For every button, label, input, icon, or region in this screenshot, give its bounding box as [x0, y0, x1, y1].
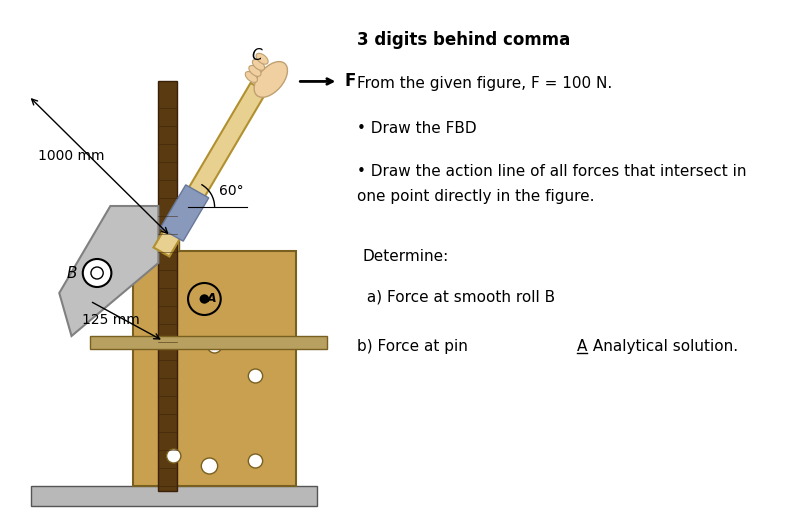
Text: 3 digits behind comma: 3 digits behind comma [357, 31, 570, 49]
Text: F: F [344, 72, 356, 91]
Circle shape [200, 295, 208, 303]
Ellipse shape [246, 71, 258, 82]
Circle shape [166, 449, 181, 463]
Circle shape [208, 339, 221, 353]
Ellipse shape [252, 59, 264, 70]
Polygon shape [158, 81, 177, 491]
Polygon shape [133, 251, 297, 486]
Text: • Draw the FBD: • Draw the FBD [357, 121, 477, 136]
Text: 60°: 60° [219, 184, 243, 198]
Circle shape [248, 454, 263, 468]
Text: A: A [206, 292, 216, 305]
Text: Analytical solution.: Analytical solution. [587, 339, 738, 354]
Text: • Draw the action line of all forces that intersect in: • Draw the action line of all forces tha… [357, 164, 747, 179]
Polygon shape [90, 336, 327, 349]
Circle shape [201, 458, 217, 474]
Text: a) Force at smooth roll B: a) Force at smooth roll B [363, 289, 556, 304]
Polygon shape [31, 486, 317, 506]
Text: C: C [251, 48, 262, 64]
Polygon shape [133, 206, 179, 251]
Polygon shape [154, 83, 267, 256]
Circle shape [82, 259, 112, 287]
Text: B: B [66, 266, 77, 280]
Text: one point directly in the figure.: one point directly in the figure. [357, 189, 595, 204]
Ellipse shape [254, 61, 288, 97]
Text: 1000 mm: 1000 mm [38, 149, 104, 163]
Ellipse shape [256, 53, 268, 64]
Text: Determine:: Determine: [363, 249, 448, 264]
Ellipse shape [249, 66, 261, 77]
Text: From the given figure, F = 100 N.: From the given figure, F = 100 N. [357, 76, 612, 91]
Circle shape [248, 369, 263, 383]
Circle shape [188, 283, 221, 315]
Circle shape [91, 267, 103, 279]
Text: b) Force at pin: b) Force at pin [357, 339, 473, 354]
Polygon shape [59, 206, 158, 336]
Polygon shape [160, 185, 208, 241]
Text: 125 mm: 125 mm [82, 313, 140, 327]
Text: A: A [577, 339, 587, 354]
